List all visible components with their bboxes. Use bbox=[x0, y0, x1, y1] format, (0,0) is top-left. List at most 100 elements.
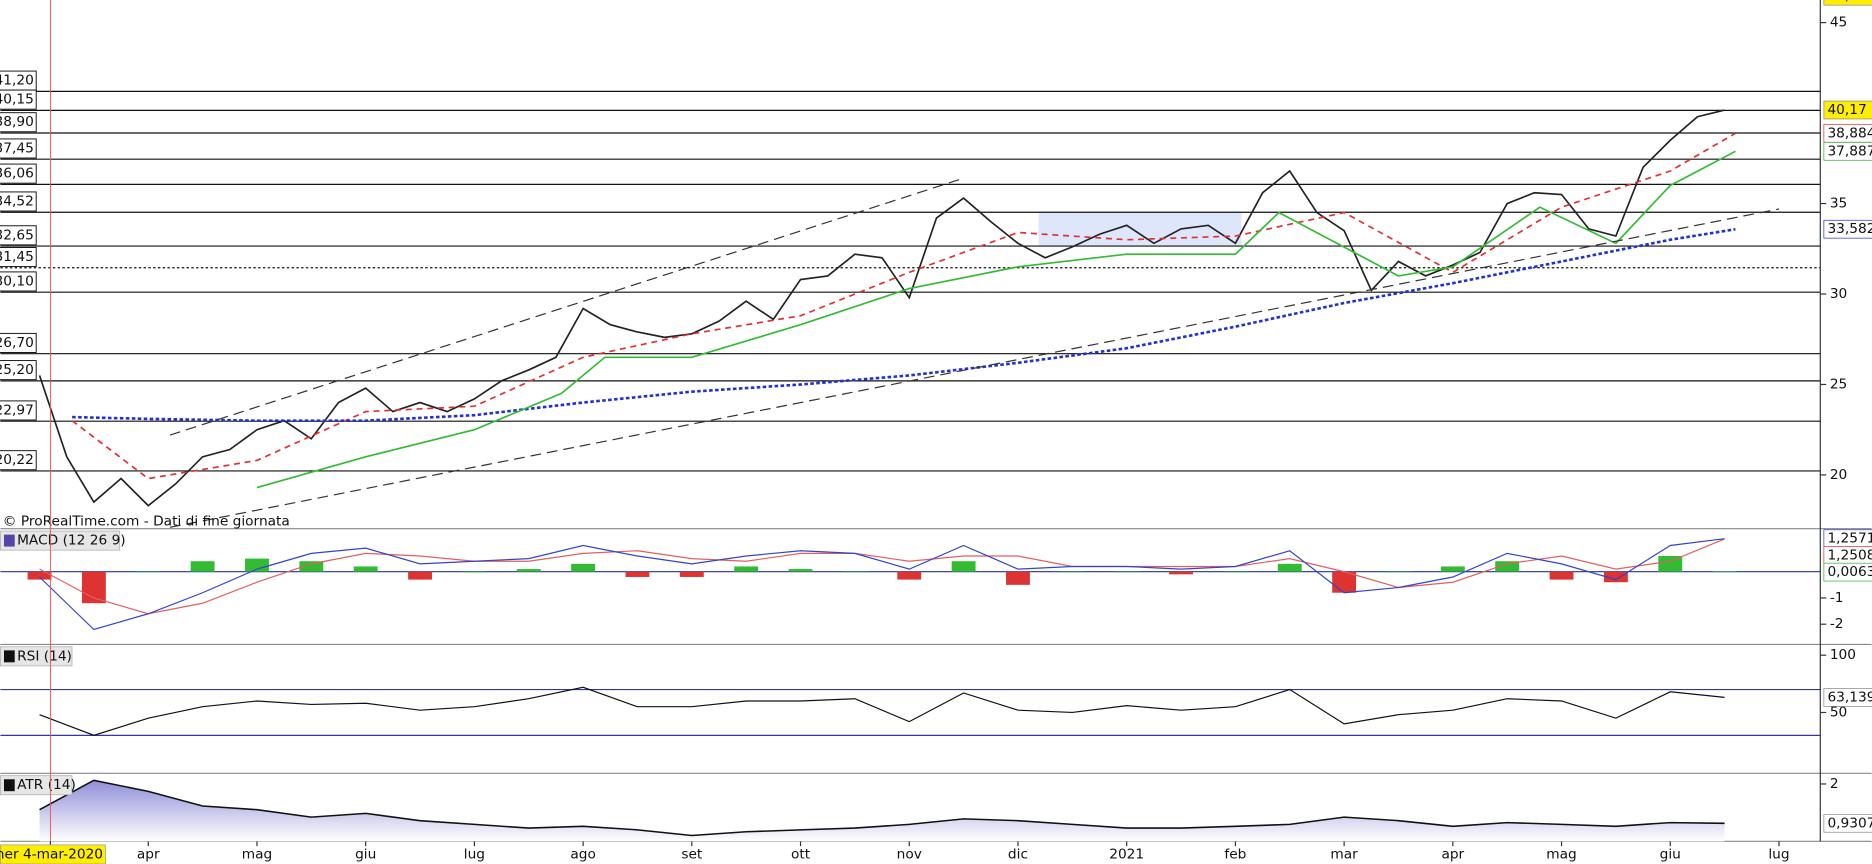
level-label: 38,90 bbox=[0, 114, 34, 130]
panel-title: ATR (14) bbox=[17, 777, 76, 793]
histogram-bar bbox=[408, 571, 432, 580]
level-label-box bbox=[0, 360, 37, 381]
y-tick-label: 2 bbox=[1830, 776, 1839, 792]
level-label: 25,20 bbox=[0, 362, 34, 378]
y-tick-label: 30 bbox=[1830, 286, 1847, 302]
level-label-box bbox=[0, 247, 37, 268]
histogram-bar bbox=[1114, 571, 1139, 573]
x-tick-label: nov bbox=[897, 846, 922, 862]
x-tick-label: ott bbox=[791, 846, 811, 862]
series-line bbox=[39, 686, 1725, 736]
histogram-bar bbox=[951, 561, 976, 572]
histogram-bar bbox=[462, 571, 487, 573]
histogram-bar bbox=[571, 563, 596, 572]
level-label-box bbox=[0, 400, 37, 421]
histogram-bar bbox=[1658, 555, 1683, 572]
series-line bbox=[169, 208, 1780, 528]
x-tick-label: mag bbox=[1546, 846, 1576, 862]
panel-title-icon bbox=[3, 779, 15, 792]
series-line bbox=[169, 177, 964, 436]
histogram-bar bbox=[190, 561, 215, 572]
price-tag-box bbox=[1823, 813, 1872, 833]
histogram-bar bbox=[353, 566, 378, 572]
series-line bbox=[39, 538, 1725, 615]
histogram-bar bbox=[1549, 571, 1574, 580]
x-tick-label: ago bbox=[570, 846, 596, 862]
histogram-bar bbox=[1223, 571, 1248, 573]
level-label-box bbox=[0, 271, 37, 292]
histogram-bar bbox=[1495, 561, 1520, 572]
level-label-box bbox=[0, 332, 37, 353]
histogram-bar bbox=[1603, 571, 1628, 583]
histogram-bar bbox=[136, 571, 161, 573]
price-tag: 0,0063 bbox=[1827, 564, 1872, 580]
panel-title-box bbox=[0, 530, 121, 551]
level-label-box bbox=[0, 138, 37, 159]
y-tick-label: -1 bbox=[1830, 590, 1844, 606]
y-tick-label: -2 bbox=[1830, 616, 1844, 632]
level-label-box bbox=[0, 163, 37, 184]
price-tag-box bbox=[1823, 688, 1872, 707]
x-tick-highlight bbox=[0, 844, 106, 864]
x-tick-label: lug bbox=[1768, 846, 1789, 862]
series-line bbox=[256, 150, 1736, 489]
series-line bbox=[39, 779, 1725, 837]
x-tick-label: giu bbox=[355, 846, 376, 862]
level-label: 40,15 bbox=[0, 92, 34, 108]
y-tick-label: 35 bbox=[1830, 196, 1847, 212]
histogram-bar bbox=[734, 566, 759, 572]
series-line bbox=[39, 538, 1725, 631]
annotation: © ProRealTime.com - Dati di fine giornat… bbox=[3, 514, 290, 530]
x-tick-label: apr bbox=[1441, 846, 1464, 862]
histogram-bar bbox=[516, 569, 541, 572]
histogram-bar bbox=[897, 571, 922, 580]
shaded-range bbox=[1038, 212, 1242, 246]
level-label: 31,45 bbox=[0, 249, 34, 265]
level-label: 26,70 bbox=[0, 335, 34, 351]
histogram-bar bbox=[245, 558, 269, 572]
series-line bbox=[72, 227, 1736, 422]
series-line bbox=[71, 132, 1736, 480]
panel-title-icon bbox=[3, 534, 15, 547]
histogram-bar bbox=[1277, 563, 1302, 572]
histogram-bar bbox=[788, 569, 813, 572]
histogram-bar bbox=[1386, 571, 1411, 573]
price-tag: 46,46 bbox=[1827, 0, 1866, 4]
x-tick-label: mar bbox=[1330, 846, 1358, 862]
histogram-bar bbox=[1712, 571, 1737, 573]
x-tick-label: apr bbox=[137, 846, 160, 862]
histogram-bar bbox=[1332, 571, 1357, 593]
x-tick-label: lug bbox=[464, 846, 485, 862]
level-label: 41,20 bbox=[0, 73, 34, 89]
histogram-bar bbox=[27, 571, 52, 580]
x-tick-label: mer 4-mar-2020 bbox=[0, 846, 103, 862]
panel-title: MACD (12 26 9) bbox=[17, 533, 126, 549]
price-tag-box bbox=[1823, 562, 1872, 582]
price-tag: 1,2508 bbox=[1827, 547, 1872, 563]
histogram-bar bbox=[1060, 571, 1085, 573]
y-tick-label: 100 bbox=[1830, 647, 1856, 663]
x-tick-label: mag bbox=[242, 846, 272, 862]
level-label: 30,10 bbox=[0, 273, 34, 289]
level-label-box bbox=[0, 112, 37, 133]
price-tag: 63,139 bbox=[1827, 689, 1872, 705]
level-label-box bbox=[0, 450, 37, 471]
y-tick-label: 20 bbox=[1830, 467, 1847, 483]
level-label: 22,97 bbox=[0, 402, 34, 418]
histogram-bar bbox=[1006, 571, 1030, 585]
x-tick-label: set bbox=[681, 846, 703, 862]
panel-title-box bbox=[0, 775, 73, 796]
x-tick-label: dic bbox=[1008, 846, 1028, 862]
level-label-box bbox=[0, 89, 37, 110]
price-tag-box bbox=[1823, 219, 1872, 239]
y-tick-label: 45 bbox=[1830, 15, 1847, 31]
price-tag: 40,17 bbox=[1827, 102, 1866, 118]
level-label: 20,22 bbox=[0, 452, 34, 468]
level-label: 34,52 bbox=[0, 193, 34, 209]
histogram-bar bbox=[625, 571, 650, 577]
x-tick-label: 2021 bbox=[1109, 846, 1144, 862]
histogram-bar bbox=[842, 571, 867, 573]
level-label: 32,65 bbox=[0, 227, 34, 243]
level-label: 37,45 bbox=[0, 140, 34, 156]
